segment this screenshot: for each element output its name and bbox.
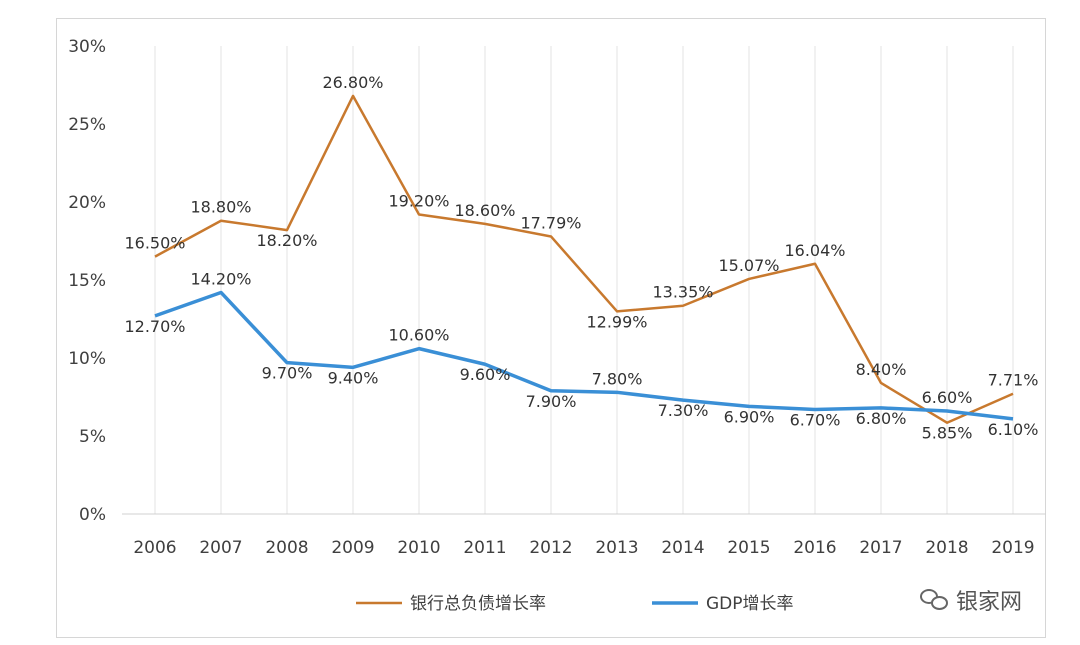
data-label: 5.85% <box>922 424 973 443</box>
x-tick-label: 2010 <box>397 538 440 558</box>
data-label: 12.70% <box>124 317 185 336</box>
data-label: 10.60% <box>388 326 449 345</box>
data-label: 7.71% <box>988 371 1039 390</box>
x-tick-label: 2012 <box>529 538 572 558</box>
data-label: 6.70% <box>790 410 841 429</box>
data-label: 26.80% <box>322 73 383 92</box>
data-label: 9.40% <box>328 368 379 387</box>
grid-lines <box>122 46 1046 515</box>
x-tick-label: 2009 <box>331 538 374 558</box>
data-label: 16.04% <box>784 241 845 260</box>
data-label: 6.90% <box>724 407 775 426</box>
data-label: 18.60% <box>454 201 515 220</box>
x-tick-label: 2016 <box>793 538 836 558</box>
data-label: 9.60% <box>460 365 511 384</box>
data-label: 13.35% <box>652 283 713 302</box>
x-tick-label: 2015 <box>727 538 770 558</box>
data-label: 7.30% <box>658 401 709 420</box>
series-line-1 <box>154 290 1014 421</box>
data-label: 14.20% <box>190 269 251 288</box>
x-tick-label: 2008 <box>265 538 308 558</box>
y-tick-label: 20% <box>68 193 106 213</box>
x-tick-label: 2011 <box>463 538 506 558</box>
data-label: 6.60% <box>922 388 973 407</box>
y-tick-label: 10% <box>68 349 106 369</box>
data-label: 12.99% <box>586 312 647 331</box>
data-labels: 16.50% 18.80% 18.20% 26.80% 19.20% 18.60% 17.7… <box>124 73 1038 443</box>
y-axis-ticks: 0% 5% 10% 15% 20% 25% 30% <box>68 37 106 525</box>
data-label: 6.10% <box>988 420 1039 439</box>
y-tick-label: 30% <box>68 37 106 57</box>
x-tick-label: 2006 <box>133 538 176 558</box>
data-label: 9.70% <box>262 364 313 383</box>
data-label: 6.80% <box>856 409 907 428</box>
data-label: 19.20% <box>388 191 449 210</box>
watermark: 银家网 <box>920 582 1022 618</box>
data-label: 15.07% <box>718 256 779 275</box>
data-label: 7.90% <box>526 392 577 411</box>
x-axis-ticks: 2006 2007 2008 2009 2010 2011 2012 2013 2014 2015… <box>133 538 1034 558</box>
legend: 银行总负债增长率 GDP增长率 <box>356 594 794 614</box>
series-lines <box>154 94 1014 424</box>
data-label: 7.80% <box>592 369 643 388</box>
data-label: 18.20% <box>256 231 317 250</box>
data-label: 17.79% <box>520 213 581 232</box>
series-line-0 <box>154 94 1014 424</box>
y-tick-label: 5% <box>79 427 106 447</box>
watermark-text: 银家网 <box>956 590 1023 615</box>
data-label: 16.50% <box>124 234 185 253</box>
y-tick-label: 25% <box>68 115 106 135</box>
x-tick-label: 2017 <box>859 538 902 558</box>
data-label: 18.80% <box>190 198 251 217</box>
x-tick-label: 2014 <box>661 538 704 558</box>
x-tick-label: 2007 <box>199 538 242 558</box>
x-tick-label: 2013 <box>595 538 638 558</box>
y-tick-label: 0% <box>79 505 106 525</box>
x-tick-label: 2019 <box>991 538 1034 558</box>
y-tick-label: 15% <box>68 271 106 291</box>
legend-label: GDP增长率 <box>706 594 794 614</box>
data-label: 8.40% <box>856 360 907 379</box>
wechat-icon <box>920 587 950 613</box>
legend-label: 银行总负债增长率 <box>410 594 546 614</box>
x-tick-label: 2018 <box>925 538 968 558</box>
